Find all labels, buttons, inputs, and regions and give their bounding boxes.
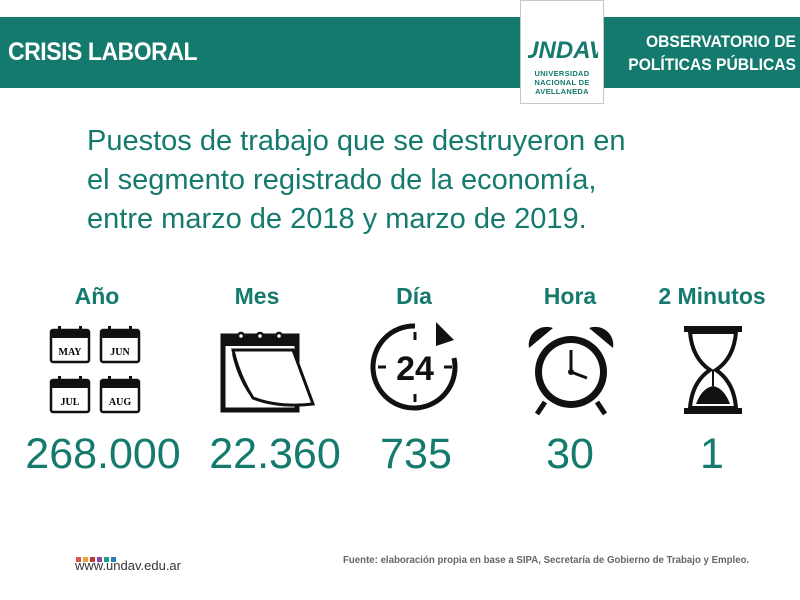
stat-label: Día [396,283,432,309]
stat-value: 268.000 [25,430,181,478]
stat-day: Día [344,280,484,312]
alarm-clock-icon [528,326,614,416]
svg-text:AUG: AUG [109,397,131,408]
svg-text:MAY: MAY [59,347,83,358]
brand-dot [111,557,116,562]
undav-logo-mark: UNDAV [528,37,598,61]
svg-text:24: 24 [396,350,434,388]
logo-wordmark: UNDAV [528,37,598,61]
website-link[interactable]: www.undav.edu.ar [75,558,181,573]
brand-dot [104,557,109,562]
stat-value: 1 [700,430,724,478]
page-title: CRISIS LABORAL [8,38,198,66]
svg-text:JUL: JUL [61,397,80,408]
brand-dot [97,557,102,562]
stat-value: 30 [546,430,594,478]
hourglass-icon [684,326,742,414]
source-note: Fuente: elaboración propia en base a SIP… [343,554,750,566]
stat-label: 2 Minutos [658,283,766,309]
header-bar [0,17,800,88]
24-hours-icon: 24 [370,322,458,411]
headline: Puestos de trabajo que se destruyeron en… [87,122,767,239]
stat-value: 22.360 [209,430,341,478]
undav-logo: UNDAV UNIVERSIDAD NACIONAL DE AVELLANEDA [520,0,604,104]
brand-dot [90,557,95,562]
stat-label: Año [74,283,120,309]
stat-value: 735 [380,430,452,478]
calendar-page-icon [220,331,316,413]
headline-line: Puestos de trabajo que se destruyeron en [87,125,626,157]
logo-subtitle: UNIVERSIDAD NACIONAL DE AVELLANEDA [534,69,590,96]
brand-dot [83,557,88,562]
brand-dot [76,557,81,562]
brand-dots [76,549,118,567]
stat-month: Mes [187,280,327,312]
stat-label: Hora [543,283,597,309]
svg-text:JUN: JUN [110,347,130,358]
headline-line: entre marzo de 2018 y marzo de 2019. [87,203,587,235]
stat-hour: Hora [500,280,640,312]
calendar-months-icon: MAY JUN JUL AUG [49,326,141,414]
stat-two-minutes: 2 Minutos [642,280,782,312]
stat-year: Año [27,280,167,312]
headline-line: el segmento registrado de la economía, [87,164,597,196]
observatory-title: OBSERVATORIO DE POLÍTICAS PÚBLICAS [628,32,796,74]
stat-label: Mes [234,283,280,309]
